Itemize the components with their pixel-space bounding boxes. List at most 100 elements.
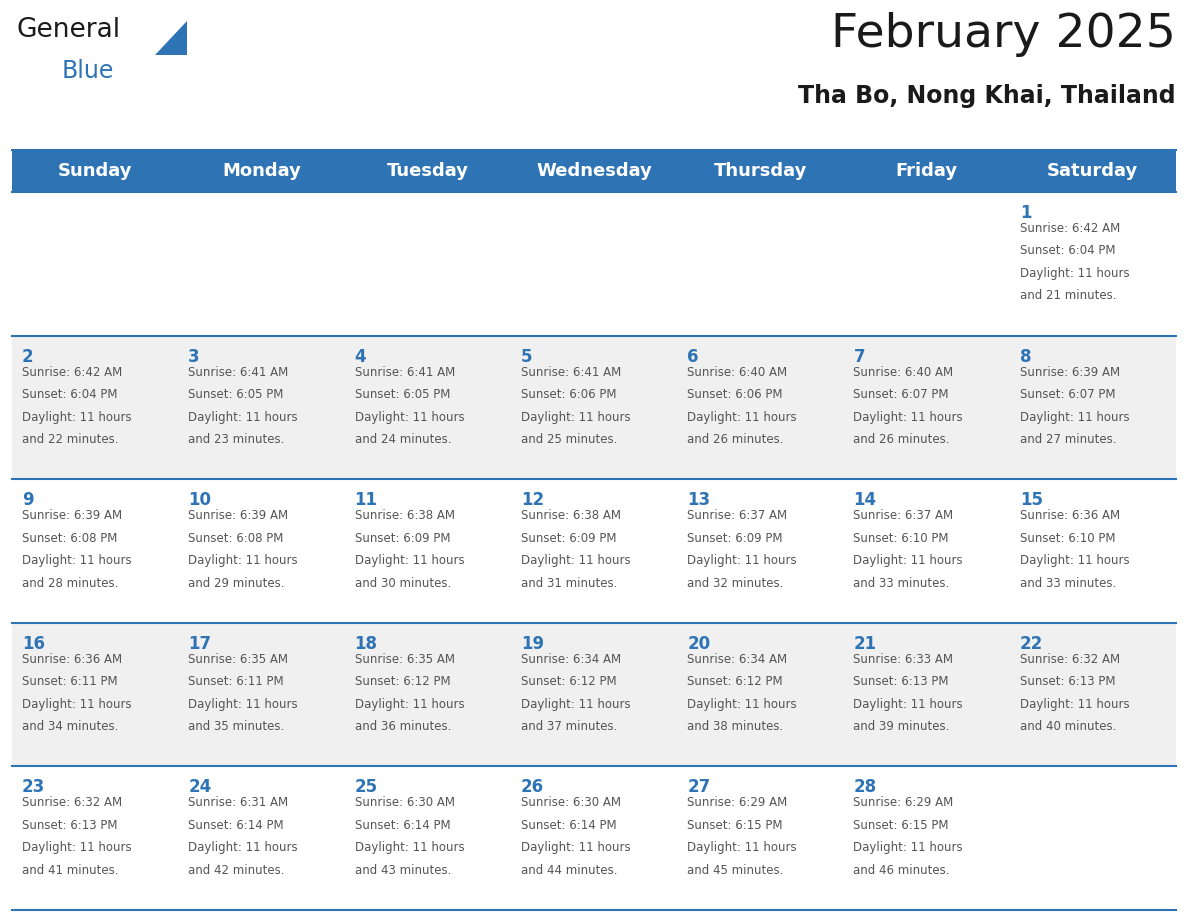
Text: 14: 14 xyxy=(853,491,877,509)
Text: 18: 18 xyxy=(354,635,378,653)
Text: 2: 2 xyxy=(23,348,33,365)
Text: Sunrise: 6:40 AM: Sunrise: 6:40 AM xyxy=(853,365,954,378)
Text: Daylight: 11 hours: Daylight: 11 hours xyxy=(354,410,465,423)
Text: Sunset: 6:07 PM: Sunset: 6:07 PM xyxy=(1019,388,1116,401)
Text: 4: 4 xyxy=(354,348,366,365)
Text: February 2025: February 2025 xyxy=(832,12,1176,57)
Text: 12: 12 xyxy=(520,491,544,509)
Text: Sunrise: 6:41 AM: Sunrise: 6:41 AM xyxy=(354,365,455,378)
Text: Daylight: 11 hours: Daylight: 11 hours xyxy=(687,410,797,423)
Text: Daylight: 11 hours: Daylight: 11 hours xyxy=(1019,554,1130,567)
Text: Sunset: 6:05 PM: Sunset: 6:05 PM xyxy=(354,388,450,401)
Text: Sunset: 6:09 PM: Sunset: 6:09 PM xyxy=(687,532,783,544)
Text: Daylight: 11 hours: Daylight: 11 hours xyxy=(23,698,132,711)
Text: Sunset: 6:05 PM: Sunset: 6:05 PM xyxy=(188,388,284,401)
Text: Sunrise: 6:33 AM: Sunrise: 6:33 AM xyxy=(853,653,954,666)
Text: Sunrise: 6:32 AM: Sunrise: 6:32 AM xyxy=(1019,653,1120,666)
Text: and 32 minutes.: and 32 minutes. xyxy=(687,577,784,589)
Text: Sunrise: 6:42 AM: Sunrise: 6:42 AM xyxy=(23,365,122,378)
Text: Sunrise: 6:41 AM: Sunrise: 6:41 AM xyxy=(520,365,621,378)
Text: and 42 minutes.: and 42 minutes. xyxy=(188,864,285,877)
Text: and 43 minutes.: and 43 minutes. xyxy=(354,864,451,877)
Text: and 26 minutes.: and 26 minutes. xyxy=(853,433,950,446)
Text: Daylight: 11 hours: Daylight: 11 hours xyxy=(1019,698,1130,711)
Text: Sunset: 6:06 PM: Sunset: 6:06 PM xyxy=(520,388,617,401)
Text: 25: 25 xyxy=(354,778,378,797)
Text: Sunset: 6:15 PM: Sunset: 6:15 PM xyxy=(687,819,783,832)
Text: 19: 19 xyxy=(520,635,544,653)
Text: Daylight: 11 hours: Daylight: 11 hours xyxy=(520,842,631,855)
Text: Sunset: 6:09 PM: Sunset: 6:09 PM xyxy=(354,532,450,544)
Text: Sunrise: 6:34 AM: Sunrise: 6:34 AM xyxy=(687,653,788,666)
Text: and 26 minutes.: and 26 minutes. xyxy=(687,433,784,446)
Text: Daylight: 11 hours: Daylight: 11 hours xyxy=(188,842,298,855)
Text: 13: 13 xyxy=(687,491,710,509)
Text: Sunset: 6:11 PM: Sunset: 6:11 PM xyxy=(188,676,284,688)
Text: Sunset: 6:12 PM: Sunset: 6:12 PM xyxy=(520,676,617,688)
Text: Sunrise: 6:31 AM: Sunrise: 6:31 AM xyxy=(188,797,289,810)
Text: Daylight: 11 hours: Daylight: 11 hours xyxy=(520,698,631,711)
Text: Daylight: 11 hours: Daylight: 11 hours xyxy=(23,554,132,567)
Text: and 35 minutes.: and 35 minutes. xyxy=(188,721,285,733)
Text: Sunset: 6:08 PM: Sunset: 6:08 PM xyxy=(23,532,118,544)
Text: Sunday: Sunday xyxy=(58,162,132,180)
Text: Sunset: 6:12 PM: Sunset: 6:12 PM xyxy=(354,676,450,688)
Text: Sunrise: 6:38 AM: Sunrise: 6:38 AM xyxy=(520,509,621,522)
Text: Sunrise: 6:41 AM: Sunrise: 6:41 AM xyxy=(188,365,289,378)
Bar xyxy=(12,192,1176,336)
Text: and 29 minutes.: and 29 minutes. xyxy=(188,577,285,589)
Polygon shape xyxy=(154,21,187,55)
Text: 1: 1 xyxy=(1019,204,1031,222)
Text: Sunrise: 6:37 AM: Sunrise: 6:37 AM xyxy=(687,509,788,522)
Text: Sunrise: 6:40 AM: Sunrise: 6:40 AM xyxy=(687,365,788,378)
Text: Sunset: 6:11 PM: Sunset: 6:11 PM xyxy=(23,676,118,688)
Text: 7: 7 xyxy=(853,348,865,365)
Text: and 22 minutes.: and 22 minutes. xyxy=(23,433,119,446)
Text: Sunrise: 6:32 AM: Sunrise: 6:32 AM xyxy=(23,797,122,810)
Text: Daylight: 11 hours: Daylight: 11 hours xyxy=(687,698,797,711)
Text: and 25 minutes.: and 25 minutes. xyxy=(520,433,618,446)
Text: Daylight: 11 hours: Daylight: 11 hours xyxy=(520,410,631,423)
Text: 27: 27 xyxy=(687,778,710,797)
Text: 26: 26 xyxy=(520,778,544,797)
Text: and 38 minutes.: and 38 minutes. xyxy=(687,721,783,733)
Text: 8: 8 xyxy=(1019,348,1031,365)
Text: Sunset: 6:06 PM: Sunset: 6:06 PM xyxy=(687,388,783,401)
Text: Daylight: 11 hours: Daylight: 11 hours xyxy=(1019,267,1130,280)
Text: Sunset: 6:07 PM: Sunset: 6:07 PM xyxy=(853,388,949,401)
Text: Sunset: 6:12 PM: Sunset: 6:12 PM xyxy=(687,676,783,688)
Text: Sunrise: 6:39 AM: Sunrise: 6:39 AM xyxy=(23,509,122,522)
Text: Daylight: 11 hours: Daylight: 11 hours xyxy=(853,698,963,711)
Text: 28: 28 xyxy=(853,778,877,797)
Text: Daylight: 11 hours: Daylight: 11 hours xyxy=(354,842,465,855)
Text: Sunrise: 6:30 AM: Sunrise: 6:30 AM xyxy=(354,797,455,810)
Text: Sunrise: 6:30 AM: Sunrise: 6:30 AM xyxy=(520,797,621,810)
Bar xyxy=(12,767,1176,910)
Text: and 24 minutes.: and 24 minutes. xyxy=(354,433,451,446)
Text: 17: 17 xyxy=(188,635,211,653)
Text: Sunset: 6:14 PM: Sunset: 6:14 PM xyxy=(188,819,284,832)
Text: and 44 minutes.: and 44 minutes. xyxy=(520,864,618,877)
Bar xyxy=(12,622,1176,767)
Text: Sunrise: 6:42 AM: Sunrise: 6:42 AM xyxy=(1019,222,1120,235)
Text: and 27 minutes.: and 27 minutes. xyxy=(1019,433,1117,446)
Text: 21: 21 xyxy=(853,635,877,653)
Text: Monday: Monday xyxy=(222,162,301,180)
Text: Daylight: 11 hours: Daylight: 11 hours xyxy=(1019,410,1130,423)
Text: Tuesday: Tuesday xyxy=(387,162,469,180)
Text: Sunset: 6:04 PM: Sunset: 6:04 PM xyxy=(23,388,118,401)
Text: Sunrise: 6:35 AM: Sunrise: 6:35 AM xyxy=(188,653,289,666)
Text: and 33 minutes.: and 33 minutes. xyxy=(853,577,949,589)
Bar xyxy=(12,479,1176,622)
Text: Daylight: 11 hours: Daylight: 11 hours xyxy=(853,842,963,855)
Text: and 40 minutes.: and 40 minutes. xyxy=(1019,721,1116,733)
Text: Thursday: Thursday xyxy=(714,162,807,180)
Text: Sunset: 6:08 PM: Sunset: 6:08 PM xyxy=(188,532,284,544)
Text: and 30 minutes.: and 30 minutes. xyxy=(354,577,450,589)
Text: Sunrise: 6:29 AM: Sunrise: 6:29 AM xyxy=(687,797,788,810)
Text: Sunset: 6:13 PM: Sunset: 6:13 PM xyxy=(23,819,118,832)
Text: Sunset: 6:04 PM: Sunset: 6:04 PM xyxy=(1019,244,1116,258)
Text: 15: 15 xyxy=(1019,491,1043,509)
Text: Sunset: 6:13 PM: Sunset: 6:13 PM xyxy=(853,676,949,688)
Text: Sunset: 6:14 PM: Sunset: 6:14 PM xyxy=(354,819,450,832)
